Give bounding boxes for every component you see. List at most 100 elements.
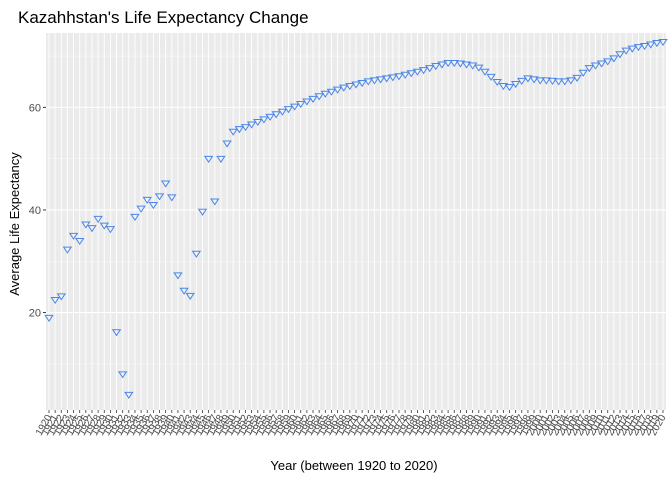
data-point — [566, 77, 576, 85]
data-point — [400, 71, 410, 79]
data-point — [369, 77, 380, 85]
data-point — [609, 55, 619, 63]
data-point — [418, 67, 429, 75]
data-point — [283, 106, 294, 114]
data-point — [547, 77, 558, 86]
data-point — [510, 80, 521, 89]
data-point — [584, 65, 595, 73]
data-point — [117, 371, 128, 379]
data-point — [381, 75, 392, 83]
data-point — [167, 194, 177, 202]
data-point — [357, 79, 367, 88]
data-point — [535, 77, 545, 85]
data-point — [44, 314, 54, 322]
data-point — [498, 83, 509, 91]
data-point — [81, 221, 91, 229]
data-point — [388, 74, 398, 82]
data-point — [345, 83, 355, 91]
data-point — [246, 121, 257, 129]
data-point — [68, 232, 79, 240]
data-point — [467, 62, 478, 70]
data-point — [289, 103, 300, 111]
data-point — [320, 90, 331, 98]
data-point — [621, 47, 631, 55]
data-points — [44, 38, 668, 399]
data-point — [633, 44, 644, 52]
data-point — [50, 296, 60, 305]
data-point — [652, 39, 662, 48]
data-point — [93, 215, 103, 224]
data-point — [455, 60, 466, 68]
data-point — [160, 180, 171, 188]
data-point — [437, 61, 447, 69]
y-tick-label: 40 — [29, 205, 41, 217]
data-point — [296, 101, 306, 109]
data-point — [332, 86, 343, 94]
data-point — [216, 155, 226, 163]
data-point — [105, 226, 116, 234]
data-point — [351, 81, 361, 89]
data-point — [148, 202, 159, 210]
data-point — [203, 155, 214, 163]
data-point — [449, 59, 459, 68]
y-tick-label: 20 — [29, 308, 41, 320]
chart-title: Kazahhstan's Life Expectancy Change — [18, 8, 309, 27]
data-point — [253, 118, 263, 127]
data-point — [492, 78, 502, 87]
data-point — [234, 126, 245, 134]
data-point — [179, 287, 189, 295]
data-point — [99, 222, 109, 230]
data-point — [259, 116, 269, 124]
data-point — [222, 140, 232, 148]
data-point — [87, 225, 97, 233]
data-point — [271, 111, 281, 119]
data-point — [277, 108, 288, 116]
data-point — [56, 293, 67, 301]
data-point — [615, 51, 625, 59]
data-point — [431, 63, 441, 71]
y-axis-title: Average Life Expectancy — [7, 152, 22, 296]
data-point — [326, 88, 337, 96]
data-point — [639, 43, 650, 51]
data-point — [461, 61, 472, 69]
data-point — [529, 76, 539, 84]
data-point — [394, 73, 404, 81]
data-point — [363, 78, 374, 86]
data-point — [645, 41, 656, 49]
data-point — [603, 58, 613, 66]
data-point — [111, 329, 122, 337]
x-axis-title: Year (between 1920 to 2020) — [270, 458, 437, 473]
data-point — [62, 246, 73, 254]
data-point — [308, 95, 318, 103]
data-point — [627, 45, 638, 53]
data-point — [210, 198, 220, 206]
data-point — [338, 84, 349, 92]
data-point — [375, 76, 386, 84]
data-point — [154, 193, 165, 201]
grid-major — [46, 33, 666, 410]
data-point — [302, 98, 312, 106]
data-point — [185, 292, 195, 300]
data-point — [560, 78, 570, 86]
data-point — [314, 93, 324, 101]
data-point — [265, 113, 275, 121]
data-point — [658, 38, 668, 47]
y-tick-label: 60 — [29, 102, 41, 114]
data-point — [142, 196, 152, 205]
data-point — [596, 60, 607, 68]
y-axis: 20 40 60 — [29, 102, 46, 320]
data-point — [197, 208, 208, 216]
data-point — [74, 237, 85, 246]
data-point — [124, 391, 134, 399]
x-axis: 1920192119221923192419251926192719281929… — [34, 410, 669, 438]
data-point — [136, 205, 146, 213]
data-point — [130, 213, 140, 221]
data-point — [541, 77, 552, 85]
data-point — [474, 64, 484, 72]
data-point — [504, 84, 515, 92]
data-point — [480, 68, 490, 76]
data-point — [406, 70, 416, 78]
data-point — [228, 128, 238, 136]
data-point — [578, 69, 588, 77]
